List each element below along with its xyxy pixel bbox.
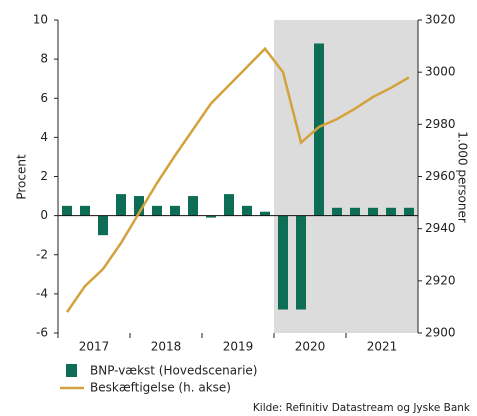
bar <box>134 196 144 216</box>
y2-tick-label: 3000 <box>425 65 456 79</box>
x-tick-label: 2021 <box>367 340 398 354</box>
bar <box>260 211 270 216</box>
y-axis-label: Procent <box>15 154 29 200</box>
y-tick-label: 4 <box>40 130 48 144</box>
x-tick-label: 2019 <box>223 340 254 354</box>
x-tick-label: 2018 <box>151 340 182 354</box>
bar <box>188 196 198 216</box>
line <box>65 46 410 313</box>
source: Kilde: Refinitiv Datastream og Jyske Ban… <box>253 402 471 414</box>
bar <box>404 207 414 216</box>
bar <box>62 205 72 216</box>
y-tick-label: 8 <box>40 52 48 66</box>
y-tick-label: -6 <box>36 326 48 340</box>
bar <box>242 205 252 216</box>
bar <box>80 205 90 216</box>
bar <box>350 207 360 216</box>
x-tick-label: 2017 <box>79 340 110 354</box>
bar <box>296 215 306 310</box>
bar <box>278 215 288 310</box>
y2-tick-label: 2900 <box>425 326 456 340</box>
bar <box>386 207 396 216</box>
y2-tick-label: 3020 <box>425 13 456 27</box>
bar <box>368 207 378 216</box>
y-tick-label: 0 <box>40 208 48 222</box>
legend-label: Beskæftigelse (h. akse) <box>90 381 231 395</box>
bar <box>116 194 126 216</box>
y2-tick-label: 2960 <box>425 169 456 183</box>
bar <box>170 205 180 216</box>
y2-tick-label: 2920 <box>425 273 456 287</box>
y-tick-label: -4 <box>36 286 48 300</box>
bar <box>98 215 108 236</box>
y2-tick-label: 2980 <box>425 117 456 131</box>
y-tick-label: 2 <box>40 169 48 183</box>
y-tick-label: 6 <box>40 91 48 105</box>
bar <box>314 43 324 216</box>
y-tick-label: -2 <box>36 247 48 261</box>
bar <box>152 205 162 216</box>
bar <box>224 194 234 216</box>
bar <box>332 207 342 216</box>
y2-axis-label: 1.000 personer <box>456 131 470 223</box>
bar <box>206 215 216 218</box>
forecast-shade <box>274 20 418 333</box>
x-tick-label: 2020 <box>295 340 326 354</box>
y-tick-label: 10 <box>33 13 48 27</box>
legend-swatch <box>66 364 77 377</box>
legend-label: BNP-vækst (Hovedscenarie) <box>90 364 257 378</box>
y2-tick-label: 2940 <box>425 221 456 235</box>
